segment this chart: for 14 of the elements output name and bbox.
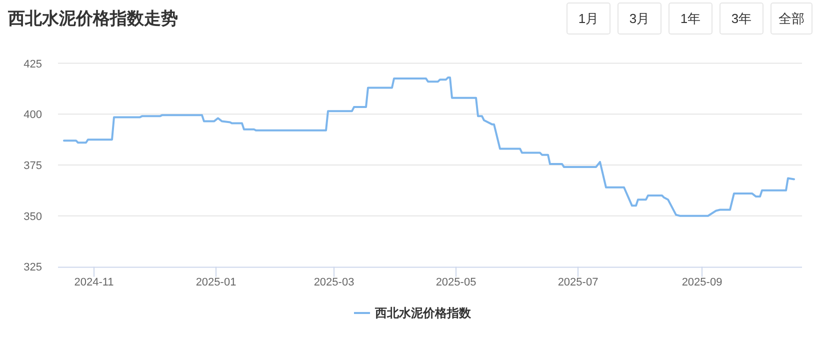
y-tick-label: 425 xyxy=(24,58,42,70)
chart-title: 西北水泥价格指数走势 xyxy=(7,9,178,28)
y-tick-label: 400 xyxy=(24,109,42,122)
x-tick-label: 2024-11 xyxy=(74,276,114,289)
legend-label: 西北水泥价格指数 xyxy=(374,306,472,320)
y-tick-label: 325 xyxy=(24,262,42,274)
x-tick-label: 2025-03 xyxy=(314,276,354,289)
y-tick-label: 375 xyxy=(24,160,42,172)
x-tick-label: 2025-05 xyxy=(436,276,476,289)
x-tick-label: 2025-07 xyxy=(558,276,598,289)
y-tick-label: 350 xyxy=(24,210,42,223)
legend-item: 西北水泥价格指数 xyxy=(354,306,471,320)
x-tick-label: 2025-01 xyxy=(196,276,236,289)
x-tick-label: 2025-09 xyxy=(682,276,722,289)
